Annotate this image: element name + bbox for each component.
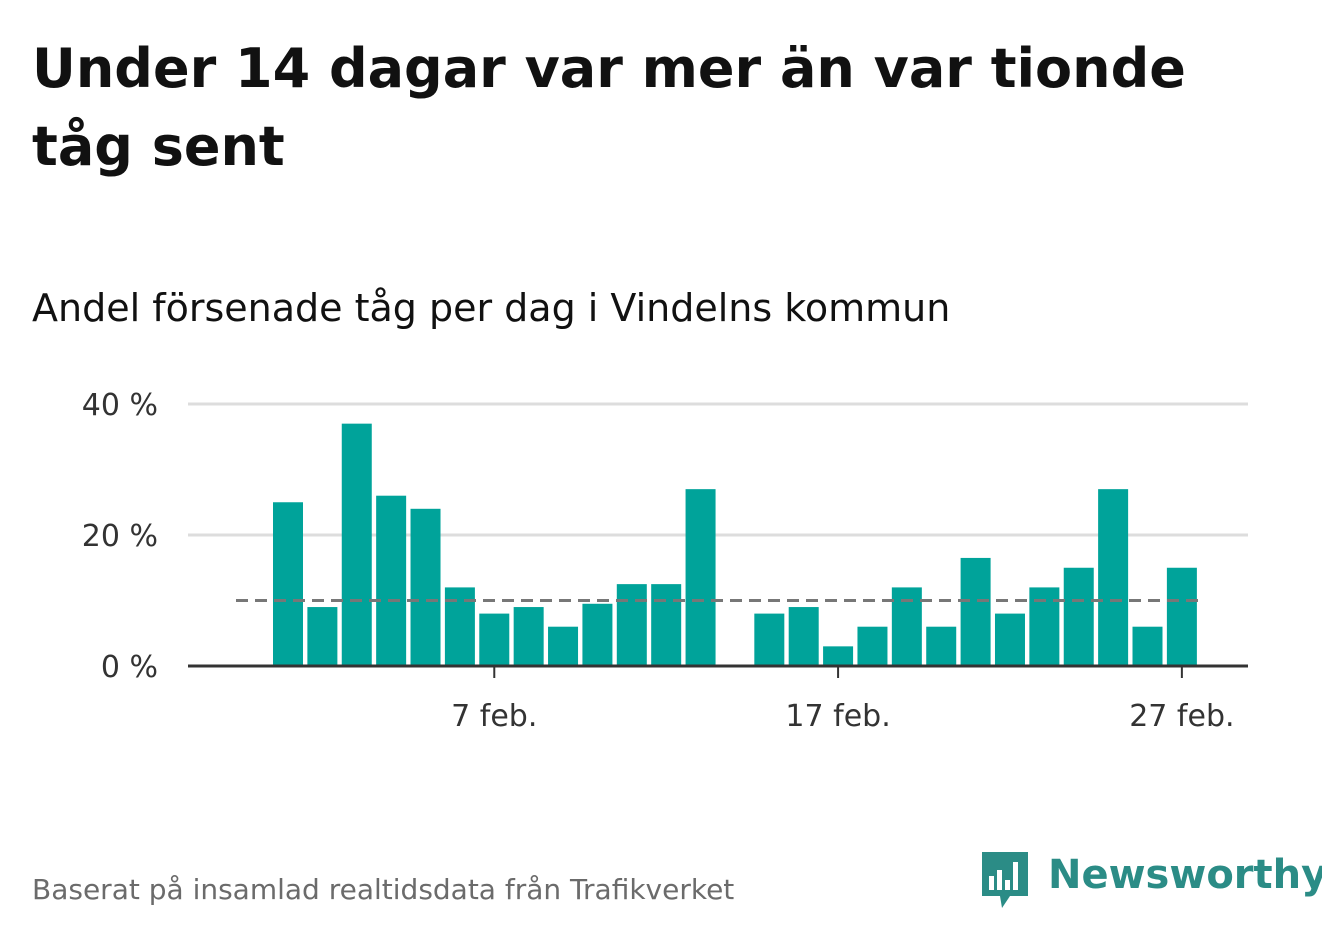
bar — [754, 613, 785, 666]
bar — [651, 584, 682, 666]
bars — [273, 423, 1197, 666]
bar — [616, 584, 647, 666]
x-tick-label: 17 feb. — [785, 699, 890, 734]
chart-subtitle: Andel försenade tåg per dag i Vindelns k… — [32, 286, 951, 330]
chart-title: Under 14 dagar var mer än var tionde tåg… — [32, 37, 1186, 178]
bar — [479, 613, 510, 666]
x-tick-label: 7 feb. — [451, 699, 537, 734]
bar — [994, 613, 1025, 666]
newsworthy-logo-icon — [982, 852, 1028, 908]
y-tick-label: 20 % — [82, 519, 158, 554]
bar — [1166, 567, 1197, 666]
bar — [582, 603, 613, 666]
bar — [513, 607, 544, 666]
newsworthy-logo: Newsworthy — [980, 850, 1322, 910]
bar — [376, 495, 407, 666]
bar — [341, 423, 372, 666]
y-tick-label: 0 % — [101, 650, 158, 685]
source-note: Baserat på insamlad realtidsdata från Tr… — [32, 873, 735, 906]
bar — [1132, 626, 1163, 666]
bar — [1063, 567, 1094, 666]
bar — [273, 502, 303, 666]
brand-name: Newsworthy — [1048, 852, 1322, 898]
y-tick-label: 40 % — [82, 388, 158, 423]
bar — [685, 489, 716, 666]
bar — [307, 607, 338, 666]
bar — [548, 626, 579, 666]
bar — [788, 607, 819, 666]
bar — [823, 646, 854, 666]
bar-chart: 0 % 20 % 40 % 7 feb. 17 feb. 27 feb. — [82, 388, 1248, 734]
bar — [960, 557, 991, 666]
x-tick-label: 27 feb. — [1129, 699, 1234, 734]
bar — [857, 626, 888, 666]
x-axis-ticks: 7 feb. 17 feb. 27 feb. — [451, 666, 1235, 734]
bar — [1098, 489, 1129, 666]
bar — [926, 626, 957, 666]
bar — [410, 508, 441, 666]
y-axis-ticks: 0 % 20 % 40 % — [82, 388, 158, 685]
